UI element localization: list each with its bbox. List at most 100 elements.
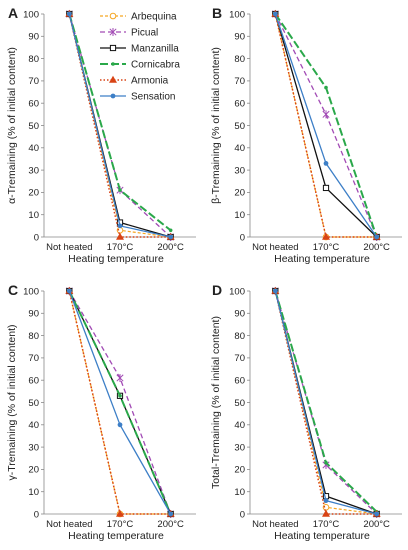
data-point (374, 234, 380, 240)
data-point (66, 11, 72, 17)
data-point (168, 234, 174, 240)
y-tick-label: 80 (234, 331, 245, 342)
y-axis-title: α-Tremaining (% of initial content) (6, 47, 18, 204)
x-tick-label: 200°C (157, 242, 184, 253)
y-tick-label: 80 (28, 331, 39, 342)
chart-panel-c: C 0 10 20 30 40 50 60 70 80 90 100 Not heated 170°C 20… (6, 282, 196, 542)
legend-label: Arbequina (131, 12, 177, 23)
series-line (274, 13, 378, 238)
y-tick-label: 90 (28, 32, 39, 43)
y-tick-label: 60 (234, 376, 245, 387)
legend-item-manzanilla: Manzanilla (100, 44, 179, 55)
x-tick-label: 200°C (363, 519, 390, 530)
x-tick-label: Not heated (46, 242, 92, 253)
series-armonia (271, 286, 381, 517)
chart-panel-a: A 0 10 20 30 40 50 60 70 80 90 100 Not heated 170°C 20… (6, 5, 196, 265)
y-tick-label: 60 (28, 376, 39, 387)
chart-panel-b: B 0 10 20 30 40 50 60 70 80 90 100 Not heated 170°C 20… (210, 5, 402, 265)
data-point (117, 422, 123, 428)
series-line (68, 290, 172, 515)
x-axis-title: Heating temperature (274, 530, 370, 542)
data-point (272, 11, 278, 17)
data-point (323, 161, 329, 166)
legend-marker (111, 62, 115, 66)
y-axis-title: β-Tremaining (% of initial content) (210, 47, 222, 204)
legend-label: Cornicabra (131, 60, 180, 71)
y-tick-label: 100 (229, 9, 245, 20)
data-point (322, 110, 330, 119)
data-point (324, 85, 328, 90)
series-cornicabra (273, 289, 379, 514)
x-tick-label: Not heated (46, 519, 92, 530)
y-tick-label: 30 (28, 165, 39, 176)
data-point (117, 223, 123, 229)
legend-marker (109, 44, 117, 52)
y-tick-label: 50 (28, 121, 39, 132)
y-tick-label: 0 (240, 232, 245, 243)
y-tick-label: 100 (23, 286, 39, 297)
legend-marker (109, 28, 117, 36)
data-point (322, 184, 330, 192)
legend-marker (109, 12, 117, 20)
x-tick-label: 200°C (157, 519, 184, 530)
data-point (323, 498, 329, 504)
data-point (374, 511, 380, 517)
y-tick-label: 0 (240, 509, 245, 520)
y-tick-label: 30 (28, 442, 39, 453)
y-tick-label: 30 (234, 165, 245, 176)
legend-item-armonia: Armonia (100, 76, 169, 87)
legend-item-picual: Picual (100, 28, 158, 39)
y-tick-label: 70 (28, 353, 39, 364)
y-tick-label: 20 (234, 188, 245, 199)
legend-marker (109, 75, 117, 83)
x-tick-label: 170°C (313, 242, 340, 253)
series-line (274, 13, 378, 238)
y-tick-label: 90 (28, 309, 39, 320)
series-sensation (66, 288, 174, 517)
y-tick-label: 20 (234, 465, 245, 476)
legend-item-cornicabra: Cornicabra (100, 60, 180, 71)
legend: Arbequina Picual Manzanilla Cornicabra Armon… (100, 12, 180, 103)
series-picual (271, 287, 381, 518)
y-tick-label: 80 (28, 54, 39, 65)
y-tick-label: 70 (28, 76, 39, 87)
y-tick-label: 0 (34, 509, 39, 520)
legend-label: Sensation (131, 92, 175, 103)
y-tick-label: 50 (28, 398, 39, 409)
series-line (274, 290, 377, 515)
y-tick-label: 40 (28, 143, 39, 154)
x-tick-label: Not heated (252, 242, 298, 253)
series-line (274, 13, 378, 238)
series-line (68, 290, 171, 515)
y-axis-title: Total-Tremaining (% of initial content) (210, 316, 222, 489)
data-point (116, 509, 124, 517)
series-sensation (272, 288, 380, 517)
data-point (324, 460, 328, 465)
data-point (272, 288, 278, 294)
y-tick-label: 10 (234, 487, 245, 498)
y-tick-label: 40 (234, 420, 245, 431)
data-point (118, 188, 122, 192)
y-tick-label: 70 (234, 353, 245, 364)
data-point (322, 509, 330, 517)
x-axis-title: Heating temperature (68, 253, 164, 265)
y-tick-label: 10 (28, 210, 39, 221)
chart-panel-d: D 0 10 20 30 40 50 60 70 80 90 100 Not heated 170°C 20… (210, 282, 402, 542)
series-sensation (66, 11, 174, 240)
x-tick-label: 170°C (107, 242, 134, 253)
legend-marker (110, 93, 116, 99)
data-point (116, 373, 124, 382)
x-axis-title: Heating temperature (68, 530, 164, 542)
y-tick-label: 10 (28, 487, 39, 498)
data-point (168, 511, 174, 517)
series-line (274, 290, 377, 515)
y-tick-label: 50 (234, 398, 245, 409)
data-point (168, 228, 173, 233)
data-point (118, 394, 122, 398)
legend-item-arbequina: Arbequina (100, 12, 177, 23)
series-line (274, 290, 378, 515)
data-point (322, 232, 330, 240)
series-manzanilla (272, 287, 380, 518)
y-axis-title: γ-Tremaining (% of initial content) (6, 324, 18, 480)
